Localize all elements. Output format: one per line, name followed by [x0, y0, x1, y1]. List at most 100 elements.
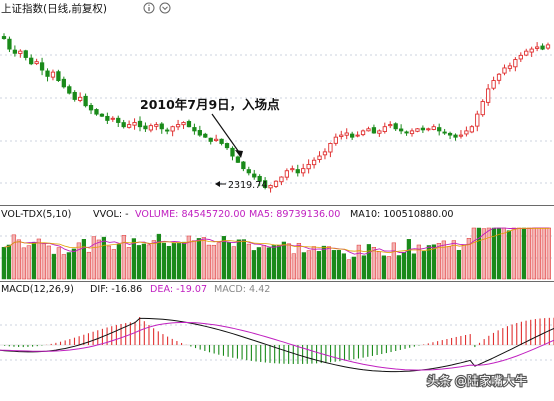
candle — [355, 134, 360, 137]
volume-bar — [186, 235, 191, 280]
main-header: 上证指数(日线,前复权) — [1, 2, 171, 15]
volume-bar — [426, 245, 431, 280]
volume-bar — [286, 243, 291, 280]
volume-ma10-line — [4, 227, 550, 254]
candle — [458, 134, 464, 137]
candle — [529, 48, 534, 53]
candle — [29, 57, 34, 65]
volume-bar — [71, 248, 76, 280]
macd-header: MACD(12,26,9) DIF: -16.86 DEA: -19.07 MA… — [1, 284, 270, 295]
volume-bar — [176, 243, 181, 280]
volume-bar — [356, 244, 361, 280]
volume-bar — [1, 246, 6, 280]
candle — [431, 126, 436, 130]
candle — [224, 143, 230, 149]
candle — [186, 121, 192, 128]
volume-bar — [431, 244, 436, 280]
chevron-down-icon[interactable] — [159, 2, 171, 14]
volume-bar — [506, 230, 511, 280]
candle — [486, 88, 491, 103]
volume-bar — [86, 251, 91, 280]
candle — [290, 168, 295, 171]
volume-bar — [101, 236, 106, 280]
candle — [545, 44, 551, 49]
candle — [1, 36, 7, 40]
macd-dif-value: DIF: -16.86 — [90, 284, 142, 295]
volume-bar — [21, 247, 26, 280]
volume-bar — [411, 253, 416, 280]
candle — [197, 130, 202, 136]
volume-bar — [321, 245, 326, 280]
volume-bar — [216, 242, 221, 280]
candle — [491, 80, 496, 89]
volume-bar — [151, 240, 156, 280]
volume-bar — [546, 227, 551, 280]
candle — [88, 104, 94, 111]
vol-ma10-value: MA10: 100510880.00 — [350, 209, 454, 220]
candle — [534, 46, 540, 49]
candle — [170, 126, 175, 132]
volume-bar — [361, 255, 366, 280]
volume-bar — [421, 251, 426, 280]
candle — [7, 38, 12, 50]
volume-bar — [451, 240, 456, 280]
volume-bar — [531, 227, 536, 280]
volume-bar — [91, 236, 96, 280]
candle — [110, 117, 115, 120]
volume-bar — [496, 227, 501, 280]
candle — [257, 175, 262, 182]
volume-bar — [446, 246, 451, 280]
volume-bar — [406, 239, 411, 280]
candle — [464, 130, 469, 135]
candle — [214, 138, 219, 141]
volume-bar — [156, 233, 161, 280]
volume-bar — [391, 242, 396, 280]
volume-bar — [36, 238, 41, 280]
volume-bar — [46, 245, 51, 280]
low-price-label: 2319.74 — [228, 180, 267, 191]
volume-ma5-line — [4, 227, 550, 255]
volume-header: VOL-TDX(5,10) VVOL: - VOLUME: 84545720.0… — [1, 209, 454, 220]
volume-bar — [126, 247, 131, 280]
volume-bar — [236, 239, 241, 280]
candle — [235, 156, 241, 163]
candle — [105, 115, 110, 121]
volume-bar — [121, 235, 126, 280]
candle — [273, 180, 279, 187]
candle — [23, 50, 28, 58]
volume-bar — [66, 252, 71, 280]
volume-bar — [311, 246, 316, 280]
candle — [230, 147, 235, 157]
candle — [388, 124, 393, 127]
candle — [154, 124, 159, 127]
candle — [317, 155, 322, 160]
candle — [34, 61, 39, 65]
vol-title: VOL-TDX(5,10) — [1, 209, 71, 220]
candle — [279, 176, 284, 183]
volume-bar — [351, 256, 356, 280]
volume-bar — [316, 251, 321, 280]
candle — [344, 132, 349, 136]
info-circle-icon[interactable] — [143, 2, 155, 14]
macd-title: MACD(12,26,9) — [1, 284, 74, 295]
candle — [377, 130, 382, 134]
volume-bar — [366, 244, 371, 280]
candle — [67, 86, 72, 94]
volume-bar — [511, 227, 516, 280]
candle — [518, 54, 523, 60]
candle — [143, 125, 148, 130]
candle — [409, 130, 415, 135]
candle — [415, 128, 420, 132]
volume-bar — [471, 227, 476, 280]
volume-bar — [111, 249, 116, 280]
volume-bar — [161, 242, 166, 280]
volume-bar — [461, 244, 466, 280]
candle — [262, 180, 268, 188]
candle — [165, 129, 170, 132]
candle — [371, 127, 377, 134]
candle — [83, 95, 88, 107]
volume-bar — [76, 242, 81, 280]
volume-bar — [226, 241, 231, 280]
candle — [322, 151, 328, 156]
volume-bar — [521, 227, 526, 280]
